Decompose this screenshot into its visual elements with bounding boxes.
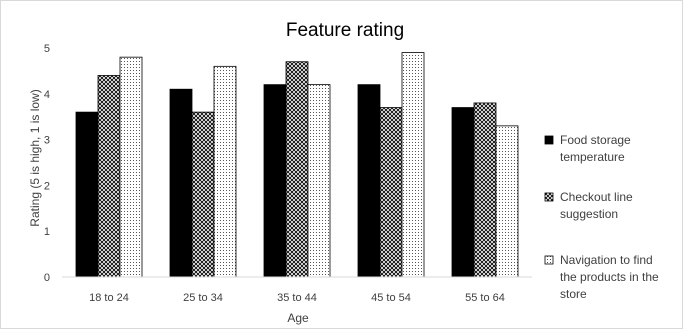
bar-solid-4 (451, 107, 475, 278)
legend-label: the products in the (560, 270, 659, 284)
x-axis-ticks: 18 to 24 25 to 34 35 to 44 45 to 54 55 to 64 (89, 292, 505, 304)
legend: Food storage temperature Checkout line sugg… (544, 133, 659, 301)
bar-crosshatch-2 (285, 61, 309, 278)
bar-dotted-2 (307, 84, 331, 278)
bars-group (75, 52, 519, 278)
bar-solid-0 (75, 111, 99, 278)
x-tick-label: 35 to 44 (277, 292, 317, 304)
x-tick-label: 45 to 54 (371, 292, 411, 304)
y-tick-label: 1 (44, 226, 50, 238)
y-axis-label: Rating (5 is high, 1 is low) (28, 89, 42, 226)
bar-crosshatch-0 (97, 75, 121, 278)
bar-solid-1 (169, 88, 193, 278)
y-tick-label: 5 (44, 43, 50, 55)
x-tick-label: 25 to 34 (183, 292, 223, 304)
y-tick-label: 4 (44, 89, 50, 101)
legend-label: suggestion (560, 207, 618, 221)
legend-label: store (560, 287, 587, 301)
x-tick-label: 55 to 64 (465, 292, 505, 304)
legend-label: temperature (560, 150, 625, 164)
legend-swatch-crosshatch (544, 192, 554, 202)
bar-dotted-3 (401, 52, 425, 278)
x-axis-label: Age (287, 311, 309, 325)
x-tick-label: 18 to 24 (89, 292, 129, 304)
legend-label: Checkout line (560, 190, 633, 204)
bar-dotted-0 (119, 56, 143, 278)
legend-swatch-dotted (544, 255, 554, 265)
bar-crosshatch-4 (473, 102, 497, 278)
bar-crosshatch-1 (191, 111, 215, 278)
legend-label: Navigation to find (560, 253, 653, 267)
chart-title: Feature rating (286, 20, 404, 41)
bar-solid-2 (263, 84, 287, 278)
legend-label: Food storage (560, 133, 631, 147)
y-tick-label: 2 (44, 180, 50, 192)
bar-solid-3 (357, 84, 381, 278)
legend-swatch-solid (544, 135, 554, 145)
y-tick-label: 0 (44, 272, 50, 284)
bar-dotted-4 (495, 125, 519, 278)
y-axis-ticks: 0 1 2 3 4 5 (44, 43, 50, 284)
bar-dotted-1 (213, 65, 237, 278)
y-tick-label: 3 (44, 135, 50, 147)
bar-crosshatch-3 (379, 107, 403, 278)
